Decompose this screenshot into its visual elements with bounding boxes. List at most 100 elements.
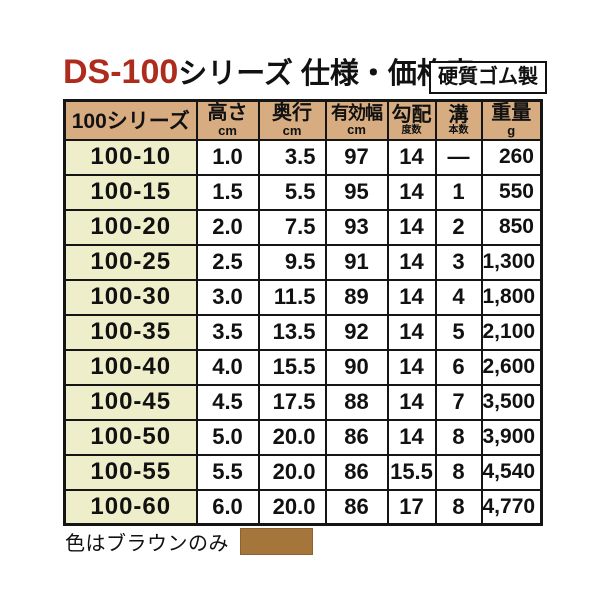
height-cell: 6.0 xyxy=(195,488,260,526)
effective-width-cell: 92 xyxy=(324,313,389,351)
effective-width-cell: 88 xyxy=(324,383,389,421)
grooves-cell: 8 xyxy=(434,418,483,456)
brown-color-swatch xyxy=(240,528,313,555)
height-cell: 5.5 xyxy=(195,453,260,491)
header-grooves-label: 溝 xyxy=(448,103,469,126)
slope-cell: 14 xyxy=(386,208,437,246)
model-cell: 100-35 xyxy=(63,313,198,351)
model-cell: 100-10 xyxy=(63,138,198,176)
header-slope-label: 勾配 xyxy=(391,103,432,126)
grooves-cell: 5 xyxy=(434,313,483,351)
header-height-unit: cm xyxy=(218,123,237,139)
weight-cell: 4,540 xyxy=(480,453,543,491)
weight-cell: 2,600 xyxy=(480,348,543,386)
spec-price-table: 100シリーズ 高さ cm 奥行 cm 有効幅 cm 勾配 度数 xyxy=(63,99,543,526)
header-depth-label: 奥行 xyxy=(272,102,312,125)
header-grooves-unit: 本数 xyxy=(448,124,469,136)
slope-cell: 14 xyxy=(386,418,437,456)
grooves-cell: 8 xyxy=(434,453,483,491)
table-row: 100-10 1.0 3.5 97 14 — 260 xyxy=(63,138,543,176)
color-note: 色はブラウンのみ xyxy=(65,527,313,556)
title-series-accent: DS-100 xyxy=(63,53,179,91)
header-slope-unit: 度数 xyxy=(401,124,422,136)
weight-cell: 1,300 xyxy=(480,243,543,281)
header-weight: 重量 g xyxy=(480,99,543,141)
grooves-cell: — xyxy=(434,138,483,176)
table-row: 100-25 2.5 9.5 91 14 3 1,300 xyxy=(63,243,543,281)
depth-cell: 11.5 xyxy=(257,278,327,316)
depth-cell: 7.5 xyxy=(257,208,327,246)
model-cell: 100-40 xyxy=(63,348,198,386)
effective-width-cell: 91 xyxy=(324,243,389,281)
effective-width-cell: 93 xyxy=(324,208,389,246)
header-weight-label: 重量 xyxy=(491,102,532,125)
weight-cell: 4,770 xyxy=(480,488,543,526)
height-cell: 4.5 xyxy=(195,383,260,421)
slope-cell: 14 xyxy=(386,138,437,176)
header-depth: 奥行 cm xyxy=(257,99,327,141)
depth-cell: 20.0 xyxy=(257,418,327,456)
weight-cell: 3,900 xyxy=(480,418,543,456)
grooves-cell: 4 xyxy=(434,278,483,316)
table-row: 100-20 2.0 7.5 93 14 2 850 xyxy=(63,208,543,246)
table-row: 100-60 6.0 20.0 86 17 8 4,770 xyxy=(63,488,543,526)
slope-cell: 17 xyxy=(386,488,437,526)
grooves-cell: 1 xyxy=(434,173,483,211)
table-row: 100-45 4.5 17.5 88 14 7 3,500 xyxy=(63,383,543,421)
depth-cell: 13.5 xyxy=(257,313,327,351)
header-effective-width-unit: cm xyxy=(347,122,366,138)
height-cell: 3.5 xyxy=(195,313,260,351)
page-title: DS-100 シリーズ 仕様・価格表 xyxy=(63,55,548,89)
header-effective-width: 有効幅 cm xyxy=(324,99,389,141)
slope-cell: 14 xyxy=(386,313,437,351)
table-row: 100-35 3.5 13.5 92 14 5 2,100 xyxy=(63,313,543,351)
slope-cell: 15.5 xyxy=(386,453,437,491)
model-cell: 100-20 xyxy=(63,208,198,246)
grooves-cell: 8 xyxy=(434,488,483,526)
depth-cell: 3.5 xyxy=(257,138,327,176)
grooves-cell: 2 xyxy=(434,208,483,246)
weight-cell: 1,800 xyxy=(480,278,543,316)
header-series: 100シリーズ xyxy=(63,99,198,141)
height-cell: 5.0 xyxy=(195,418,260,456)
model-cell: 100-15 xyxy=(63,173,198,211)
table-row: 100-50 5.0 20.0 86 14 8 3,900 xyxy=(63,418,543,456)
height-cell: 3.0 xyxy=(195,278,260,316)
depth-cell: 20.0 xyxy=(257,453,327,491)
weight-cell: 3,500 xyxy=(480,383,543,421)
height-cell: 2.5 xyxy=(195,243,260,281)
header-depth-unit: cm xyxy=(282,123,302,139)
model-cell: 100-45 xyxy=(63,383,198,421)
header-height: 高さ cm xyxy=(195,99,260,141)
title-text: シリーズ 仕様・価格表 xyxy=(178,57,475,90)
height-cell: 2.0 xyxy=(195,208,260,246)
header-grooves: 溝 本数 xyxy=(434,99,483,141)
height-cell: 1.0 xyxy=(195,138,260,176)
slope-cell: 14 xyxy=(386,278,437,316)
model-cell: 100-30 xyxy=(63,278,198,316)
table-row: 100-15 1.5 5.5 95 14 1 550 xyxy=(63,173,543,211)
model-cell: 100-55 xyxy=(63,453,198,491)
header-effective-width-label: 有効幅 xyxy=(331,103,383,124)
model-cell: 100-60 xyxy=(63,488,198,526)
slope-cell: 14 xyxy=(386,173,437,211)
grooves-cell: 7 xyxy=(434,383,483,421)
effective-width-cell: 86 xyxy=(324,453,389,491)
effective-width-cell: 86 xyxy=(324,488,389,526)
slope-cell: 14 xyxy=(386,243,437,281)
table-row: 100-55 5.5 20.0 86 15.5 8 4,540 xyxy=(63,453,543,491)
table-row: 100-40 4.0 15.5 90 14 6 2,600 xyxy=(63,348,543,386)
header-slope: 勾配 度数 xyxy=(386,99,437,141)
header-height-label: 高さ xyxy=(207,102,248,125)
depth-cell: 17.5 xyxy=(257,383,327,421)
header-weight-unit: g xyxy=(507,123,516,139)
height-cell: 4.0 xyxy=(195,348,260,386)
header-row: 100シリーズ 高さ cm 奥行 cm 有効幅 cm 勾配 度数 xyxy=(63,99,543,141)
depth-cell: 5.5 xyxy=(257,173,327,211)
effective-width-cell: 86 xyxy=(324,418,389,456)
depth-cell: 9.5 xyxy=(257,243,327,281)
effective-width-cell: 97 xyxy=(324,138,389,176)
table-body: 100-10 1.0 3.5 97 14 — 260 100-15 1.5 5.… xyxy=(63,138,543,526)
slope-cell: 14 xyxy=(386,383,437,421)
